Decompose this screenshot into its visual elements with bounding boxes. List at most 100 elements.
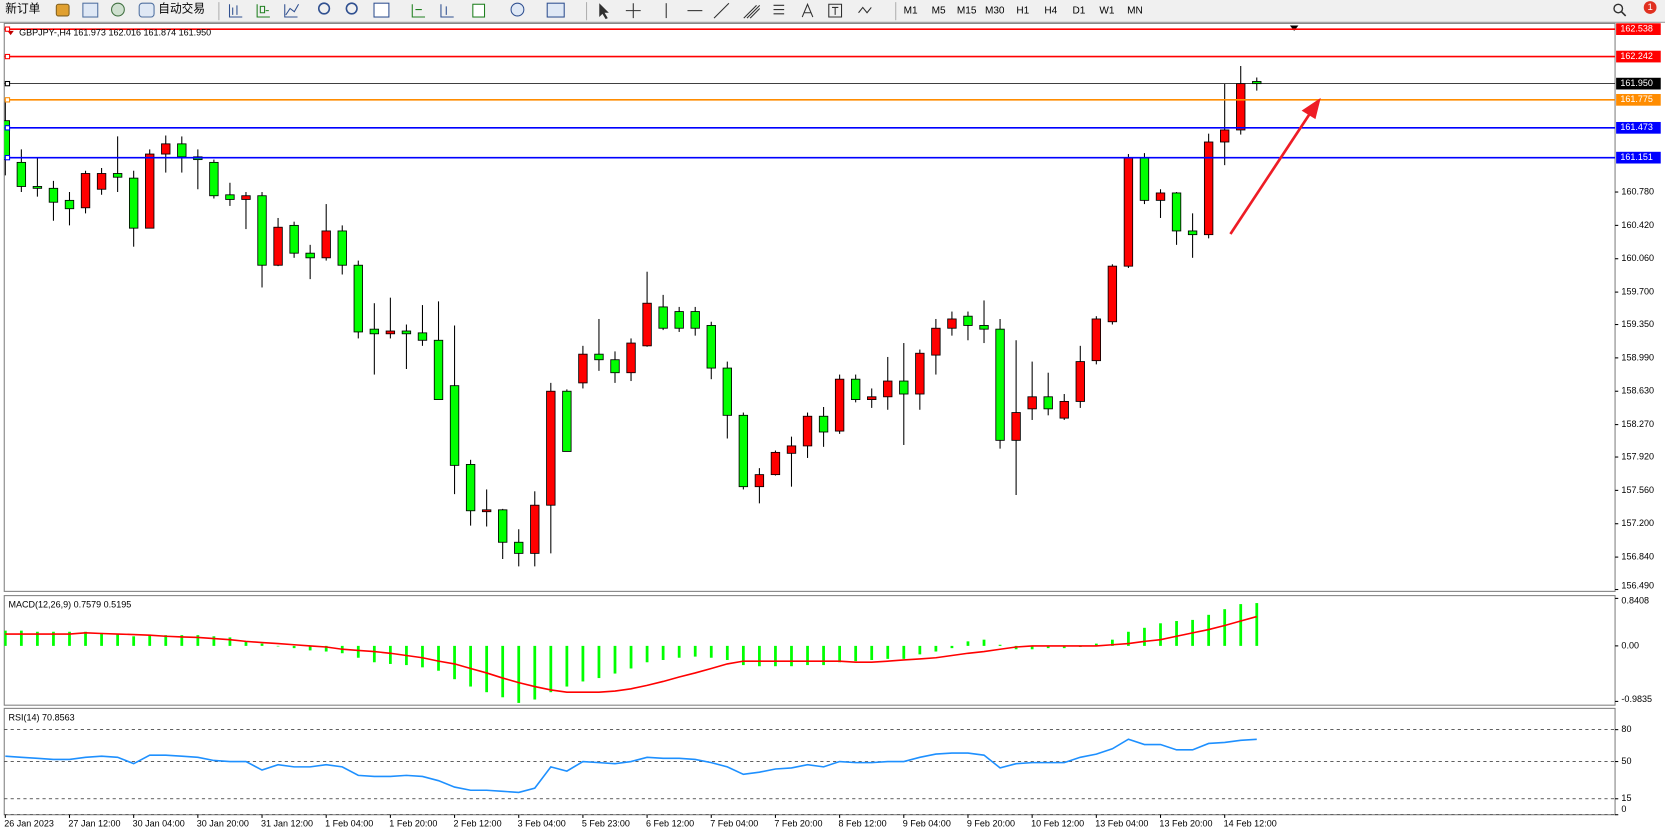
histogram-bar — [421, 645, 424, 668]
candle-body — [514, 541, 524, 554]
timeframe-button[interactable]: M1 — [904, 5, 918, 16]
notification-badge[interactable] — [1643, 1, 1657, 14]
icon[interactable] — [284, 3, 300, 18]
candle-body — [161, 143, 171, 155]
candle-body — [433, 339, 444, 401]
candle-body — [32, 186, 43, 189]
search-icon[interactable] — [1620, 11, 1627, 17]
histogram-bar — [116, 634, 120, 646]
timeframe-button[interactable]: H4 — [1044, 5, 1057, 16]
histogram-bar — [517, 645, 521, 703]
x-tick-label: 6 Feb 12:00 — [646, 819, 694, 829]
icon[interactable] — [111, 2, 125, 17]
shift-marker — [1289, 25, 1299, 31]
label-tool[interactable] — [828, 3, 843, 18]
macd-plot — [4, 603, 1259, 703]
candle-body — [963, 315, 973, 326]
x-tick-label: 30 Jan 04:00 — [133, 819, 185, 829]
candle-body — [1107, 265, 1118, 323]
timeframe-button[interactable]: M5 — [932, 5, 946, 16]
histogram-bar — [453, 645, 456, 680]
icon[interactable] — [256, 4, 270, 18]
zoom-out[interactable] — [345, 2, 358, 15]
search-icon[interactable] — [1613, 3, 1624, 14]
icon[interactable] — [411, 4, 426, 18]
level-label-box — [1616, 50, 1661, 63]
candle-body — [626, 342, 636, 374]
candle-body — [818, 415, 829, 433]
crosshair-tool[interactable] — [625, 3, 641, 19]
histogram-bar — [244, 641, 248, 646]
icon[interactable] — [472, 3, 486, 18]
histogram-bar — [68, 631, 71, 646]
histogram-bar — [148, 635, 152, 646]
level-label: 161.775 — [1620, 94, 1653, 104]
level-label-box — [1616, 151, 1661, 164]
arrow-tool[interactable] — [858, 6, 872, 14]
y-tick-label: -0.9835 — [1621, 694, 1652, 704]
histogram-bar — [52, 631, 55, 646]
price-plot — [4, 26, 1616, 567]
histogram-bar — [886, 645, 890, 659]
channel-tool[interactable] — [743, 4, 761, 19]
candle-body — [48, 187, 59, 203]
histogram-bar — [565, 645, 569, 687]
icon[interactable] — [228, 4, 243, 18]
candle-body — [1139, 157, 1150, 201]
timeframe-button[interactable]: M15 — [957, 5, 977, 16]
panel-title: GBPJPY-,H4 161.973 162.016 161.874 161.9… — [19, 27, 211, 37]
icon[interactable] — [546, 2, 565, 18]
candle-body — [642, 302, 652, 347]
cursor-tool[interactable] — [599, 3, 609, 20]
y-tick-label: 158.630 — [1621, 386, 1654, 396]
timeframe-button[interactable]: W1 — [1099, 5, 1115, 16]
x-tick-label: 9 Feb 04:00 — [903, 819, 951, 829]
auto-trading-button[interactable]: 自动交易 — [158, 2, 205, 16]
histogram-bar — [485, 645, 489, 693]
candle-body — [867, 396, 877, 401]
level-handle — [4, 26, 11, 32]
rsi-plot — [4, 729, 1616, 815]
toolbar: 新订单 自动交易 M1 M5 M15 M30 H1 H4 D1 W1 MN 1 — [0, 0, 1665, 23]
histogram-bar — [758, 645, 761, 667]
histogram-bar — [1239, 604, 1243, 646]
signal-line — [5, 615, 1257, 693]
histogram-bar — [854, 645, 858, 662]
candle-body — [674, 311, 684, 329]
candle-body — [706, 325, 716, 369]
text-tool[interactable] — [801, 2, 814, 18]
icon[interactable] — [440, 4, 454, 18]
histogram-bar — [677, 645, 681, 658]
y-tick-label: 159.350 — [1621, 319, 1654, 329]
candle-body — [658, 306, 668, 329]
candle-body — [64, 199, 75, 210]
fibo-tool[interactable] — [773, 4, 785, 15]
candle-body — [1059, 401, 1069, 419]
timeframe-button[interactable]: M30 — [985, 5, 1005, 16]
histogram-bar — [36, 631, 39, 646]
trendline-tool[interactable] — [713, 2, 730, 19]
zoom-in[interactable] — [317, 2, 331, 15]
icon[interactable] — [82, 2, 99, 18]
timeframe-button[interactable]: D1 — [1072, 5, 1085, 16]
panel-marker — [7, 30, 14, 36]
timeframe-button[interactable]: MN — [1127, 5, 1143, 16]
candle-body — [1187, 230, 1198, 236]
histogram-bar — [581, 645, 585, 682]
icon[interactable] — [510, 2, 525, 17]
timeframe-button[interactable]: H1 — [1016, 5, 1029, 16]
candle-body — [465, 464, 476, 512]
candle-body — [353, 264, 363, 333]
candle-body — [1043, 396, 1053, 410]
histogram-bar — [260, 643, 264, 646]
candle-body — [1203, 141, 1214, 236]
price-panel-frame — [3, 22, 1616, 592]
candle-body — [241, 195, 251, 200]
candle-body — [1123, 157, 1134, 267]
icon[interactable] — [373, 2, 390, 18]
icon[interactable] — [55, 3, 70, 17]
new-order-button[interactable]: 新订单 — [5, 2, 40, 16]
icon[interactable] — [138, 2, 155, 18]
